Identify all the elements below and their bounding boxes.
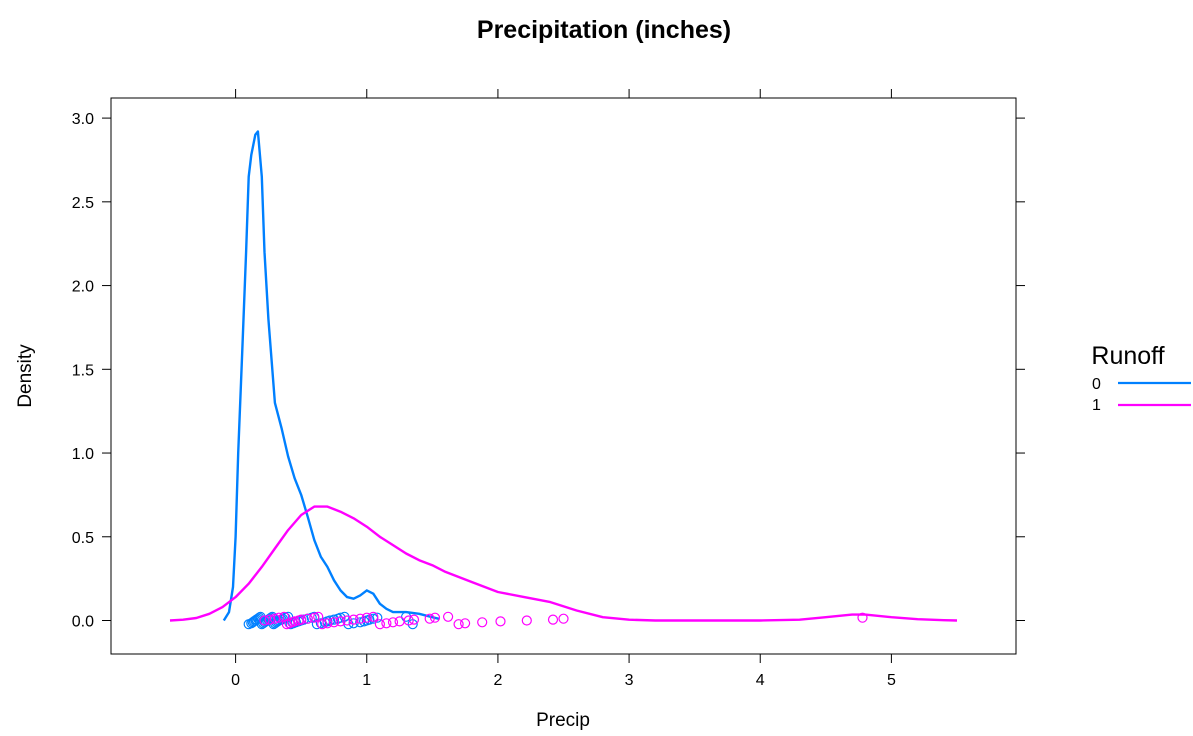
y-tick-label: 0.0 — [72, 614, 94, 631]
rug-point-series-1 — [289, 616, 300, 627]
y-tick-label: 1.0 — [72, 446, 94, 463]
rug-point-series-1 — [342, 615, 353, 626]
rug-point-series-0 — [311, 619, 322, 630]
y-tick-label: 1.5 — [72, 362, 94, 379]
rug-point-series-1 — [857, 612, 868, 623]
rug-point-series-0 — [315, 618, 326, 629]
x-tick-label: 2 — [493, 672, 502, 689]
y-tick-label: 2.5 — [72, 195, 94, 212]
x-tick-label: 5 — [887, 672, 896, 689]
rug-point-series-1 — [317, 619, 328, 630]
rug-point-series-1 — [328, 617, 340, 628]
rug-point-series-1 — [279, 611, 290, 622]
rug-point-series-1 — [348, 614, 359, 625]
rug-point-series-1 — [477, 617, 488, 628]
rug-point-series-1 — [387, 617, 399, 628]
rug-point-series-1 — [453, 619, 464, 630]
density-curves — [169, 130, 958, 622]
axes-ticks: 0 1 2 3 4 5 0.0 0.5 1.0 1.5 2.0 2.5 3.0 — [72, 89, 1025, 689]
x-tick-label: 1 — [362, 672, 371, 689]
rug-point-series-1 — [259, 615, 270, 626]
x-tick-label: 4 — [756, 672, 765, 689]
density-curve-series-0 — [222, 130, 440, 622]
rug-point-series-1 — [302, 613, 313, 624]
rug-point-series-1 — [309, 612, 320, 623]
rug-point-series-1 — [429, 612, 441, 623]
rug-point-series-1 — [424, 613, 435, 624]
rug-point-series-1 — [403, 615, 414, 626]
rug-point-series-1 — [296, 614, 307, 625]
rug-points — [243, 611, 868, 630]
rug-point-series-1 — [558, 613, 569, 624]
rug-point-series-1 — [381, 618, 392, 629]
y-tick-label: 3.0 — [72, 111, 94, 128]
y-tick-label: 0.5 — [72, 530, 94, 547]
y-axis-label: Density — [15, 344, 36, 408]
rug-point-series-1 — [368, 611, 379, 622]
legend-label-1: 1 — [1092, 397, 1101, 414]
rug-point-series-1 — [361, 612, 372, 623]
rug-point-series-1 — [443, 611, 454, 622]
legend-label-0: 0 — [1092, 376, 1101, 393]
plot-panel-frame — [110, 97, 1017, 655]
density-curve-series-1 — [169, 505, 958, 622]
x-axis-label: Precip — [536, 710, 590, 731]
rug-point-series-1 — [322, 618, 333, 629]
x-tick-label: 0 — [231, 672, 240, 689]
rug-point-series-1 — [521, 615, 532, 626]
rug-point-series-1 — [408, 614, 420, 625]
chart-title: Precipitation (inches) — [477, 16, 731, 44]
legend: Runoff 0 1 — [1091, 342, 1191, 414]
rug-point-series-1 — [335, 616, 346, 627]
rug-point-series-1 — [495, 616, 506, 627]
rug-point-series-1 — [273, 612, 284, 623]
x-tick-label: 3 — [625, 672, 634, 689]
y-tick-label: 2.0 — [72, 279, 94, 296]
rug-point-series-1 — [460, 618, 471, 629]
rug-point-series-1 — [547, 614, 559, 625]
rug-point-series-1 — [394, 616, 405, 627]
rug-point-series-1 — [374, 619, 385, 630]
rug-point-series-0 — [372, 612, 383, 623]
legend-title: Runoff — [1091, 342, 1164, 370]
rug-point-series-1 — [355, 613, 366, 624]
